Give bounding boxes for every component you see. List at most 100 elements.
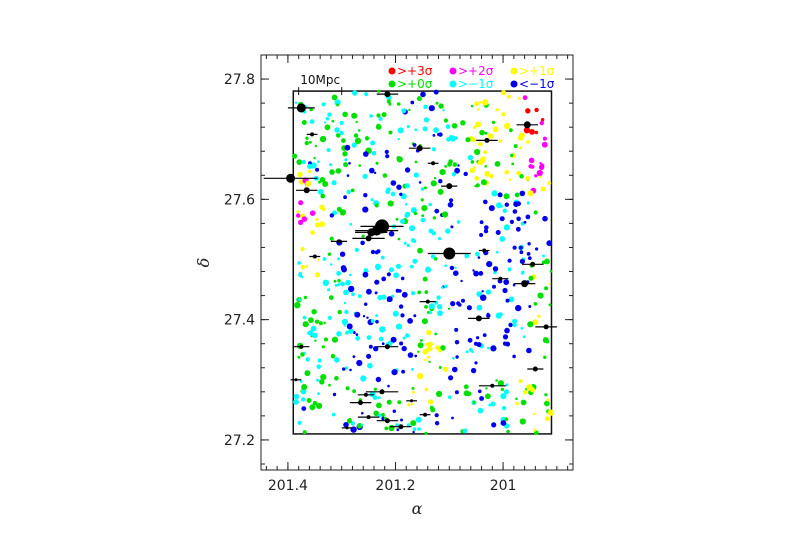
galaxy-point: [307, 330, 314, 336]
galaxy-point: [509, 128, 513, 133]
galaxy-point: [436, 304, 443, 310]
galaxy-point: [349, 368, 352, 372]
galaxy-marker: [521, 280, 529, 288]
galaxy-point: [423, 104, 428, 110]
galaxy-point: [352, 355, 356, 358]
galaxy-point: [412, 258, 418, 264]
galaxy-point: [342, 367, 346, 371]
galaxy-point: [515, 401, 519, 406]
galaxy-point: [433, 176, 437, 180]
galaxy-point: [381, 276, 387, 282]
galaxy-point: [334, 283, 338, 287]
galaxy-point: [316, 402, 323, 409]
galaxy-point: [443, 366, 448, 372]
galaxy-point: [440, 345, 446, 351]
galaxy-point: [388, 102, 392, 106]
galaxy-point: [503, 389, 509, 395]
galaxy-point: [505, 383, 509, 387]
galaxy-point: [422, 348, 429, 355]
galaxy-point: [305, 180, 312, 187]
galaxy-point: [308, 317, 314, 323]
galaxy-point: [301, 120, 307, 125]
galaxy-point: [430, 254, 436, 259]
galaxy-point: [402, 336, 406, 340]
galaxy-point: [300, 388, 307, 395]
galaxy-point: [299, 380, 303, 383]
galaxy-point: [422, 126, 428, 132]
galaxy-point: [454, 266, 457, 269]
galaxy-point: [547, 409, 554, 416]
galaxy-point: [314, 339, 317, 342]
galaxy-point: [464, 253, 470, 259]
galaxy-point: [479, 220, 484, 225]
galaxy-point: [311, 309, 317, 315]
galaxy-point: [348, 328, 354, 334]
galaxy-point: [348, 417, 352, 421]
galaxy-point: [454, 136, 458, 140]
x-tick-label: 201.4: [268, 478, 308, 494]
galaxy-point: [484, 165, 488, 168]
galaxy-point: [514, 192, 520, 198]
galaxy-marker: [384, 91, 391, 98]
galaxy-point: [460, 120, 466, 126]
galaxy-marker: [303, 187, 310, 194]
galaxy-point: [513, 144, 518, 149]
galaxy-point: [410, 207, 417, 214]
galaxy-point: [463, 384, 469, 390]
galaxy-point: [309, 140, 312, 144]
galaxy-point: [348, 285, 355, 293]
galaxy-point: [405, 333, 410, 338]
galaxy-marker: [416, 145, 423, 152]
galaxy-point: [533, 302, 538, 306]
galaxy-marker: [294, 378, 298, 382]
galaxy-point: [320, 374, 327, 381]
galaxy-point: [395, 323, 403, 330]
galaxy-marker: [484, 137, 490, 143]
legend-label: <−1σ: [519, 77, 555, 91]
galaxy-point: [476, 342, 482, 348]
galaxy-point: [423, 117, 430, 123]
galaxy-point: [315, 217, 319, 222]
galaxy-point: [536, 169, 543, 177]
legend-label: >+2σ: [458, 64, 494, 78]
galaxy-point: [346, 323, 353, 330]
galaxy-marker: [310, 132, 315, 137]
galaxy-point: [511, 318, 518, 324]
galaxy-point: [340, 281, 345, 287]
galaxy-point: [490, 345, 497, 352]
galaxy-point: [317, 358, 322, 363]
galaxy-point: [300, 247, 305, 252]
galaxy-marker: [431, 161, 436, 166]
galaxy-point: [400, 313, 405, 318]
galaxy-point: [438, 103, 444, 109]
galaxy-point: [296, 213, 301, 218]
galaxy-point: [349, 273, 352, 277]
galaxy-point: [336, 103, 340, 107]
galaxy-point: [520, 327, 524, 330]
galaxy-point: [397, 237, 401, 241]
galaxy-point: [438, 132, 443, 137]
galaxy-point: [345, 330, 349, 335]
galaxy-point: [329, 169, 335, 175]
galaxy-point: [518, 146, 523, 150]
galaxy-point: [486, 312, 490, 316]
galaxy-point: [544, 286, 549, 291]
galaxy-point: [327, 252, 332, 256]
galaxy-point: [441, 286, 444, 289]
galaxy-point: [392, 409, 396, 413]
galaxy-point: [315, 167, 320, 172]
galaxy-point: [323, 337, 329, 342]
galaxy-point: [502, 208, 507, 213]
galaxy-point: [401, 345, 407, 352]
galaxy-point: [317, 258, 320, 261]
galaxy-point: [449, 265, 455, 271]
galaxy-point: [406, 125, 410, 129]
galaxy-point: [465, 137, 471, 143]
galaxy-marker: [410, 399, 414, 403]
galaxy-point: [442, 109, 445, 112]
galaxy-point: [523, 220, 527, 224]
galaxy-point: [504, 202, 509, 207]
galaxy-point: [411, 386, 415, 390]
galaxy-point: [303, 351, 306, 354]
galaxy-point: [479, 233, 484, 237]
